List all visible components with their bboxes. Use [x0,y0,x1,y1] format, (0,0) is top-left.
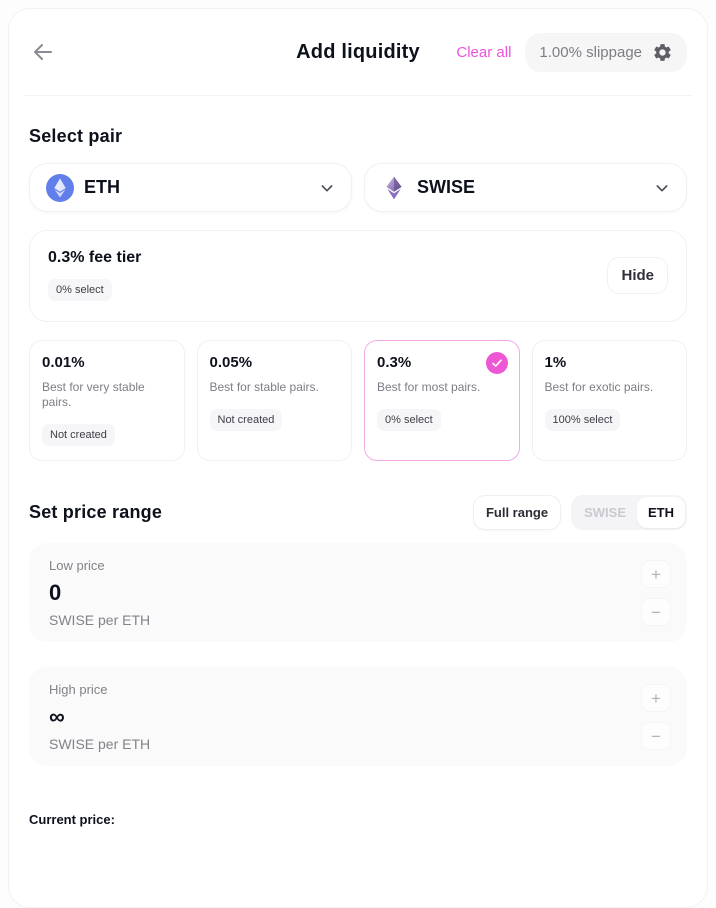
fee-option-1[interactable]: 1% Best for exotic pairs. 100% select [531,340,687,461]
toggle-eth[interactable]: ETH [637,497,685,528]
header-divider [23,95,693,96]
token-select-swise[interactable]: SWISE [364,163,687,212]
fee-tier-select-badge: 0% select [48,279,112,301]
high-price-label: High price [49,682,108,697]
chevron-down-icon [654,180,670,196]
fee-option-description: Best for exotic pairs. [544,380,654,394]
high-price-fields: High price SWISE per ETH [49,682,349,752]
fee-option-badge: Not created [209,409,283,431]
header-actions: Clear all 1.00% slippage [456,32,687,72]
set-price-range-heading: Set price range [29,502,163,522]
fee-option-description: Best for stable pairs. [209,380,319,394]
token-select-eth[interactable]: ETH [29,163,352,212]
fee-option-title: 0.01% [42,354,85,371]
fee-option-description: Best for very stable pairs. [42,380,145,409]
gear-icon [652,42,673,63]
high-price-input[interactable] [49,704,349,730]
high-price-panel: High price SWISE per ETH + − [29,667,687,766]
ethereum-logo-icon [46,173,74,202]
low-price-panel: Low price SWISE per ETH + − [29,543,687,642]
high-price-stepper: + − [641,682,671,752]
fee-option-badge: 100% select [544,409,621,431]
fee-option-0-3-selected[interactable]: 0.3% Best for most pairs. 0% select [364,340,520,461]
toggle-swise[interactable]: SWISE [573,497,637,528]
fee-tier-title: 0.3% fee tier [48,249,142,266]
token-symbol: SWISE [417,177,476,197]
fee-option-0-01[interactable]: 0.01% Best for very stable pairs. Not cr… [29,340,185,461]
fee-tier-summary: 0.3% fee tier 0% select [48,249,141,301]
clear-all-button[interactable]: Clear all [456,43,512,61]
fee-option-description: Best for most pairs. [377,380,481,394]
back-arrow-icon [31,40,55,64]
decrement-button[interactable]: − [641,722,671,750]
price-range-controls: Full range SWISE ETH [472,495,687,530]
fee-option-badge: Not created [42,424,115,446]
slippage-value: 1.00% slippage [539,43,642,61]
increment-button[interactable]: + [641,560,671,588]
chevron-down-icon [319,180,335,196]
fee-option-title: 1% [544,354,567,371]
hide-button[interactable]: Hide [607,256,668,294]
low-price-input[interactable] [49,580,349,606]
pair-row: ETH SWISE [29,163,687,212]
selected-check-icon [485,352,508,374]
add-liquidity-card: Add liquidity Clear all 1.00% slippage S… [8,8,708,908]
token-symbol: ETH [84,177,120,197]
fee-option-title: 0.05% [209,354,253,371]
swise-logo-icon [381,175,407,201]
full-range-button[interactable]: Full range [472,495,562,530]
fee-option-0-05[interactable]: 0.05% Best for stable pairs. Not created [196,340,352,461]
back-button[interactable] [29,38,57,66]
fee-option-grid: 0.01% Best for very stable pairs. Not cr… [29,340,687,461]
low-price-label: Low price [49,558,105,573]
high-price-unit: SWISE per ETH [49,736,151,752]
fee-tier-box: 0.3% fee tier 0% select Hide [29,230,687,322]
slippage-settings-button[interactable]: 1.00% slippage [525,32,687,72]
low-price-fields: Low price SWISE per ETH [49,558,349,628]
rate-toggle: SWISE ETH [571,495,687,530]
decrement-button[interactable]: − [641,598,671,626]
price-range-header: Set price range Full range SWISE ETH [29,495,687,530]
low-price-unit: SWISE per ETH [49,612,151,628]
select-pair-heading: Select pair [29,126,123,146]
current-price-label: Current price: [29,812,115,827]
fee-option-badge: 0% select [377,409,441,431]
fee-option-title: 0.3% [377,354,412,371]
low-price-stepper: + − [641,558,671,628]
header: Add liquidity Clear all 1.00% slippage [29,25,687,79]
increment-button[interactable]: + [641,684,671,712]
